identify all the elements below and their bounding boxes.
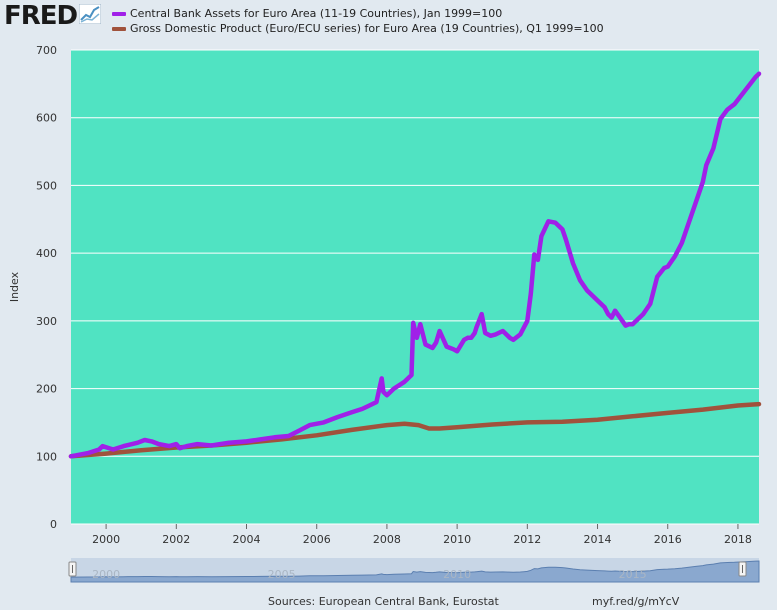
line-graph-icon xyxy=(79,4,101,24)
y-tick-label: 0 xyxy=(50,518,57,531)
y-tick-label: 400 xyxy=(36,247,57,260)
y-tick-label: 100 xyxy=(36,450,57,463)
y-tick-label: 500 xyxy=(36,179,57,192)
range-navigator[interactable]: 2000 2005 2010 2015 xyxy=(68,558,760,583)
x-tick-label: 2002 xyxy=(162,533,190,546)
y-axis: 0 100 200 300 400 500 600 700 xyxy=(36,44,57,531)
legend-swatch-assets xyxy=(112,12,126,16)
legend-label-assets: Central Bank Assets for Euro Area (11-19… xyxy=(130,7,503,20)
series-layer xyxy=(68,71,762,459)
source-note: Sources: European Central Bank, Eurostat xyxy=(268,595,499,608)
navigator-tick-label: 2000 xyxy=(92,568,120,581)
x-tick-label: 2006 xyxy=(303,533,331,546)
chart-header: FRED Central Bank Assets for Euro Area (… xyxy=(0,0,777,44)
legend-swatch-gdp xyxy=(112,27,126,31)
x-tick-label: 2000 xyxy=(92,533,120,546)
x-tick-label: 2004 xyxy=(233,533,261,546)
x-tick-label: 2016 xyxy=(654,533,682,546)
y-tick-label: 300 xyxy=(36,315,57,328)
y-tick-label: 600 xyxy=(36,112,57,125)
navigator-tick-label: 2005 xyxy=(268,568,296,581)
x-tick-label: 2014 xyxy=(584,533,612,546)
legend-label-gdp: Gross Domestic Product (Euro/ECU series)… xyxy=(130,22,604,35)
y-tick-label: 200 xyxy=(36,383,57,396)
y-tick-label: 700 xyxy=(36,44,57,57)
y-axis-label: Index xyxy=(8,271,21,302)
x-tick-label: 2012 xyxy=(513,533,541,546)
legend-item-assets[interactable]: Central Bank Assets for Euro Area (11-19… xyxy=(112,6,604,21)
x-tick-label: 2008 xyxy=(373,533,401,546)
navigator-tick-label: 2010 xyxy=(443,568,471,581)
short-link[interactable]: myf.red/g/mYcV xyxy=(592,595,680,608)
chart-legend: Central Bank Assets for Euro Area (11-19… xyxy=(112,6,604,36)
x-tick-label: 2010 xyxy=(443,533,471,546)
x-axis: 2000 2002 2004 2006 2008 2010 2012 2014 2016 2018 xyxy=(92,524,752,546)
fred-logo[interactable]: FRED xyxy=(4,1,78,31)
grid-lines xyxy=(71,49,759,525)
series-line-assets[interactable] xyxy=(68,71,762,459)
navigator-tick-label: 2015 xyxy=(619,568,647,581)
navigator-series xyxy=(70,560,760,583)
legend-item-gdp[interactable]: Gross Domestic Product (Euro/ECU series)… xyxy=(112,21,604,36)
x-tick-label: 2018 xyxy=(724,533,752,546)
